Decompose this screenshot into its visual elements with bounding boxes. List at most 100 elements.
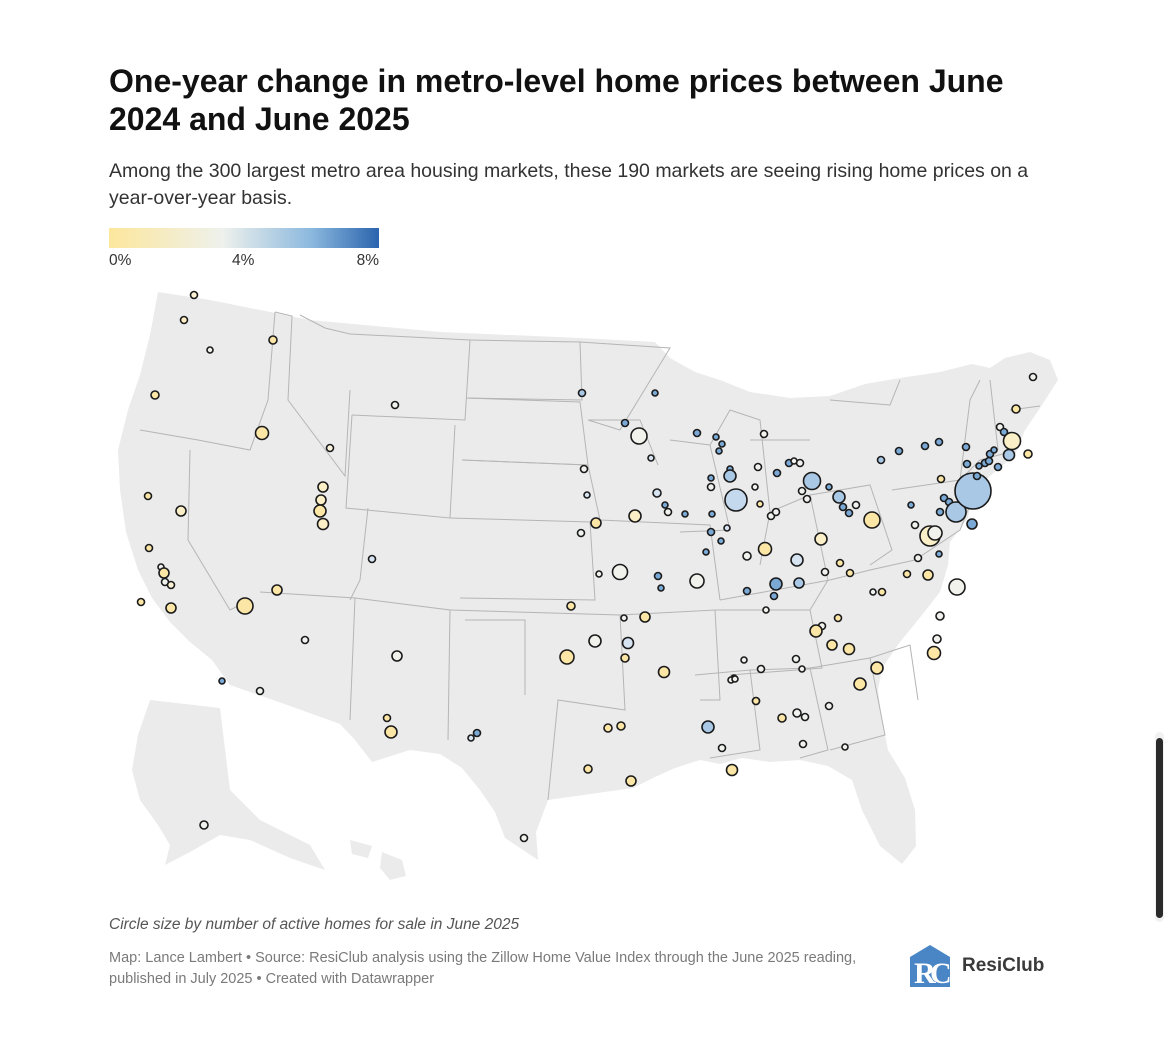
metro-marker — [972, 471, 982, 481]
metro-marker — [218, 677, 226, 685]
metro-marker — [769, 577, 783, 591]
metro-marker — [653, 571, 663, 581]
metro-marker — [723, 469, 737, 483]
metro-markers — [136, 290, 1038, 843]
metro-marker — [790, 457, 798, 465]
metro-marker — [725, 763, 739, 777]
metro-marker — [753, 462, 763, 472]
metro-marker — [647, 454, 655, 462]
metro-marker — [712, 433, 720, 441]
color-legend: 0% 4% 8% — [109, 228, 379, 272]
metro-marker — [382, 713, 392, 723]
metro-marker — [313, 504, 327, 518]
metro-marker — [467, 734, 475, 742]
metro-marker — [1002, 431, 1022, 451]
metro-marker — [166, 580, 176, 590]
metro-marker — [845, 568, 855, 578]
size-note: Circle size by number of active homes fo… — [109, 916, 520, 933]
resiclub-logo-icon: R C — [910, 945, 952, 989]
metro-marker — [809, 624, 823, 638]
scrollbar-thumb[interactable] — [1156, 738, 1163, 918]
metro-marker — [300, 635, 310, 645]
metro-marker — [158, 567, 170, 579]
metro-marker — [926, 645, 942, 661]
metro-marker — [559, 649, 575, 665]
metro-marker — [762, 606, 770, 614]
metro-marker — [577, 388, 587, 398]
metro-marker — [935, 550, 943, 558]
metro-marker — [566, 601, 576, 611]
source-credit: Map: Lance Lambert • Source: ResiClub an… — [109, 950, 857, 987]
metro-marker — [948, 578, 966, 596]
metro-marker — [701, 720, 715, 734]
metro-marker — [708, 510, 716, 518]
metro-marker — [824, 701, 834, 711]
metro-marker — [652, 488, 662, 498]
metro-marker — [863, 511, 881, 529]
metro-marker — [961, 442, 971, 452]
metro-marker — [769, 591, 779, 601]
metro-marker — [798, 739, 808, 749]
metro-marker — [717, 537, 725, 545]
metro-marker — [932, 634, 942, 644]
metro-marker — [611, 563, 629, 581]
metro-marker — [841, 743, 849, 751]
metro-marker — [934, 437, 944, 447]
us-map — [110, 280, 1065, 900]
metro-marker — [877, 587, 887, 597]
alaska-land — [132, 700, 325, 870]
metro-marker — [935, 611, 945, 621]
metro-marker — [756, 664, 766, 674]
metro-marker — [842, 642, 856, 656]
metro-marker — [731, 675, 739, 683]
metro-marker — [894, 446, 904, 456]
metro-marker — [742, 586, 752, 596]
metro-marker — [993, 462, 1003, 472]
metro-marker — [255, 686, 265, 696]
metro-marker — [759, 429, 769, 439]
metro-marker — [390, 400, 400, 410]
metro-marker — [966, 518, 978, 530]
metro-marker — [740, 656, 748, 664]
metro-marker — [236, 597, 254, 615]
metro-marker — [802, 494, 812, 504]
metro-marker — [189, 290, 199, 300]
metro-marker — [706, 482, 716, 492]
metro-marker — [206, 346, 214, 354]
metro-marker — [910, 520, 920, 530]
metro-marker — [715, 447, 723, 455]
metro-marker — [792, 708, 802, 718]
metro-marker — [851, 500, 861, 510]
metro-marker — [1011, 404, 1021, 414]
metro-marker — [150, 390, 160, 400]
metro-marker — [707, 474, 715, 482]
metro-marker — [472, 728, 482, 738]
metro-marker — [825, 483, 833, 491]
metro-marker — [751, 696, 761, 706]
hawaii-land — [350, 840, 406, 880]
metro-marker — [791, 654, 801, 664]
metro-marker — [620, 614, 628, 622]
metro-marker — [902, 569, 912, 579]
metro-marker — [844, 508, 854, 518]
contiguous-us-land — [118, 292, 1058, 864]
metro-marker — [639, 611, 651, 623]
metro-marker — [975, 462, 983, 470]
metro-marker — [391, 650, 403, 662]
metro-marker — [692, 428, 702, 438]
metro-marker — [756, 500, 764, 508]
metro-marker — [590, 517, 602, 529]
metro-marker — [718, 440, 726, 448]
legend-ticks: 0% 4% 8% — [109, 248, 379, 272]
metro-marker — [625, 775, 637, 787]
metro-marker — [984, 456, 994, 466]
metro-marker — [583, 491, 591, 499]
metro-marker — [962, 459, 972, 469]
chart-subtitle: Among the 300 largest metro area housing… — [109, 160, 1029, 209]
metro-marker — [945, 501, 967, 523]
metro-marker — [1023, 449, 1033, 459]
color-scale-bar — [109, 228, 379, 248]
metro-marker — [316, 517, 330, 531]
metro-marker — [927, 525, 943, 541]
metro-marker — [990, 446, 998, 454]
